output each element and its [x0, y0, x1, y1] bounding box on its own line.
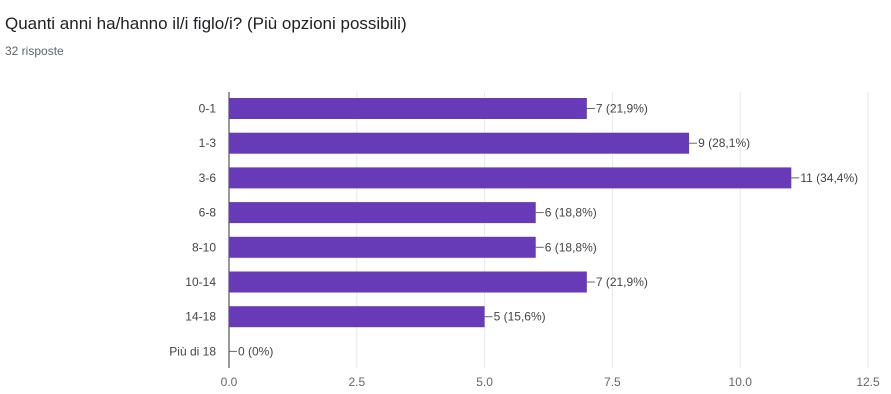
x-tick-label: 5.0 — [476, 375, 493, 389]
bar — [229, 132, 690, 154]
category-label: 6-8 — [199, 206, 217, 220]
data-label: 7 (21,9%) — [596, 102, 648, 116]
bar — [229, 202, 536, 224]
question-title: Quanti anni ha/hanno il/i figlo/i? (Più … — [5, 14, 407, 33]
category-label: 14-18 — [185, 310, 216, 324]
bar — [229, 98, 587, 119]
bar — [229, 306, 485, 328]
x-tick-label: 0.0 — [221, 375, 238, 389]
x-tick-label: 2.5 — [348, 375, 365, 389]
bar — [229, 167, 792, 189]
category-label: 3-6 — [199, 171, 217, 185]
category-label: Più di 18 — [169, 344, 216, 358]
data-label: 11 (34,4%) — [800, 171, 858, 185]
data-label: 5 (15,6%) — [494, 310, 546, 324]
category-label: 1-3 — [199, 136, 217, 150]
x-tick-label: 12.5 — [856, 375, 880, 389]
category-label: 8-10 — [192, 240, 216, 254]
data-label: 7 (21,9%) — [596, 275, 648, 289]
x-tick-label: 10.0 — [729, 375, 753, 389]
category-label: 0-1 — [199, 102, 217, 116]
data-label: 9 (28,1%) — [698, 136, 750, 150]
bar — [229, 236, 536, 258]
x-tick-label: 7.5 — [604, 375, 621, 389]
data-label: 6 (18,8%) — [545, 206, 597, 220]
bar — [229, 271, 587, 293]
category-label: 10-14 — [185, 275, 216, 289]
response-count: 32 risposte — [5, 44, 64, 58]
data-label: 6 (18,8%) — [545, 240, 597, 254]
data-label: 0 (0%) — [238, 344, 273, 358]
